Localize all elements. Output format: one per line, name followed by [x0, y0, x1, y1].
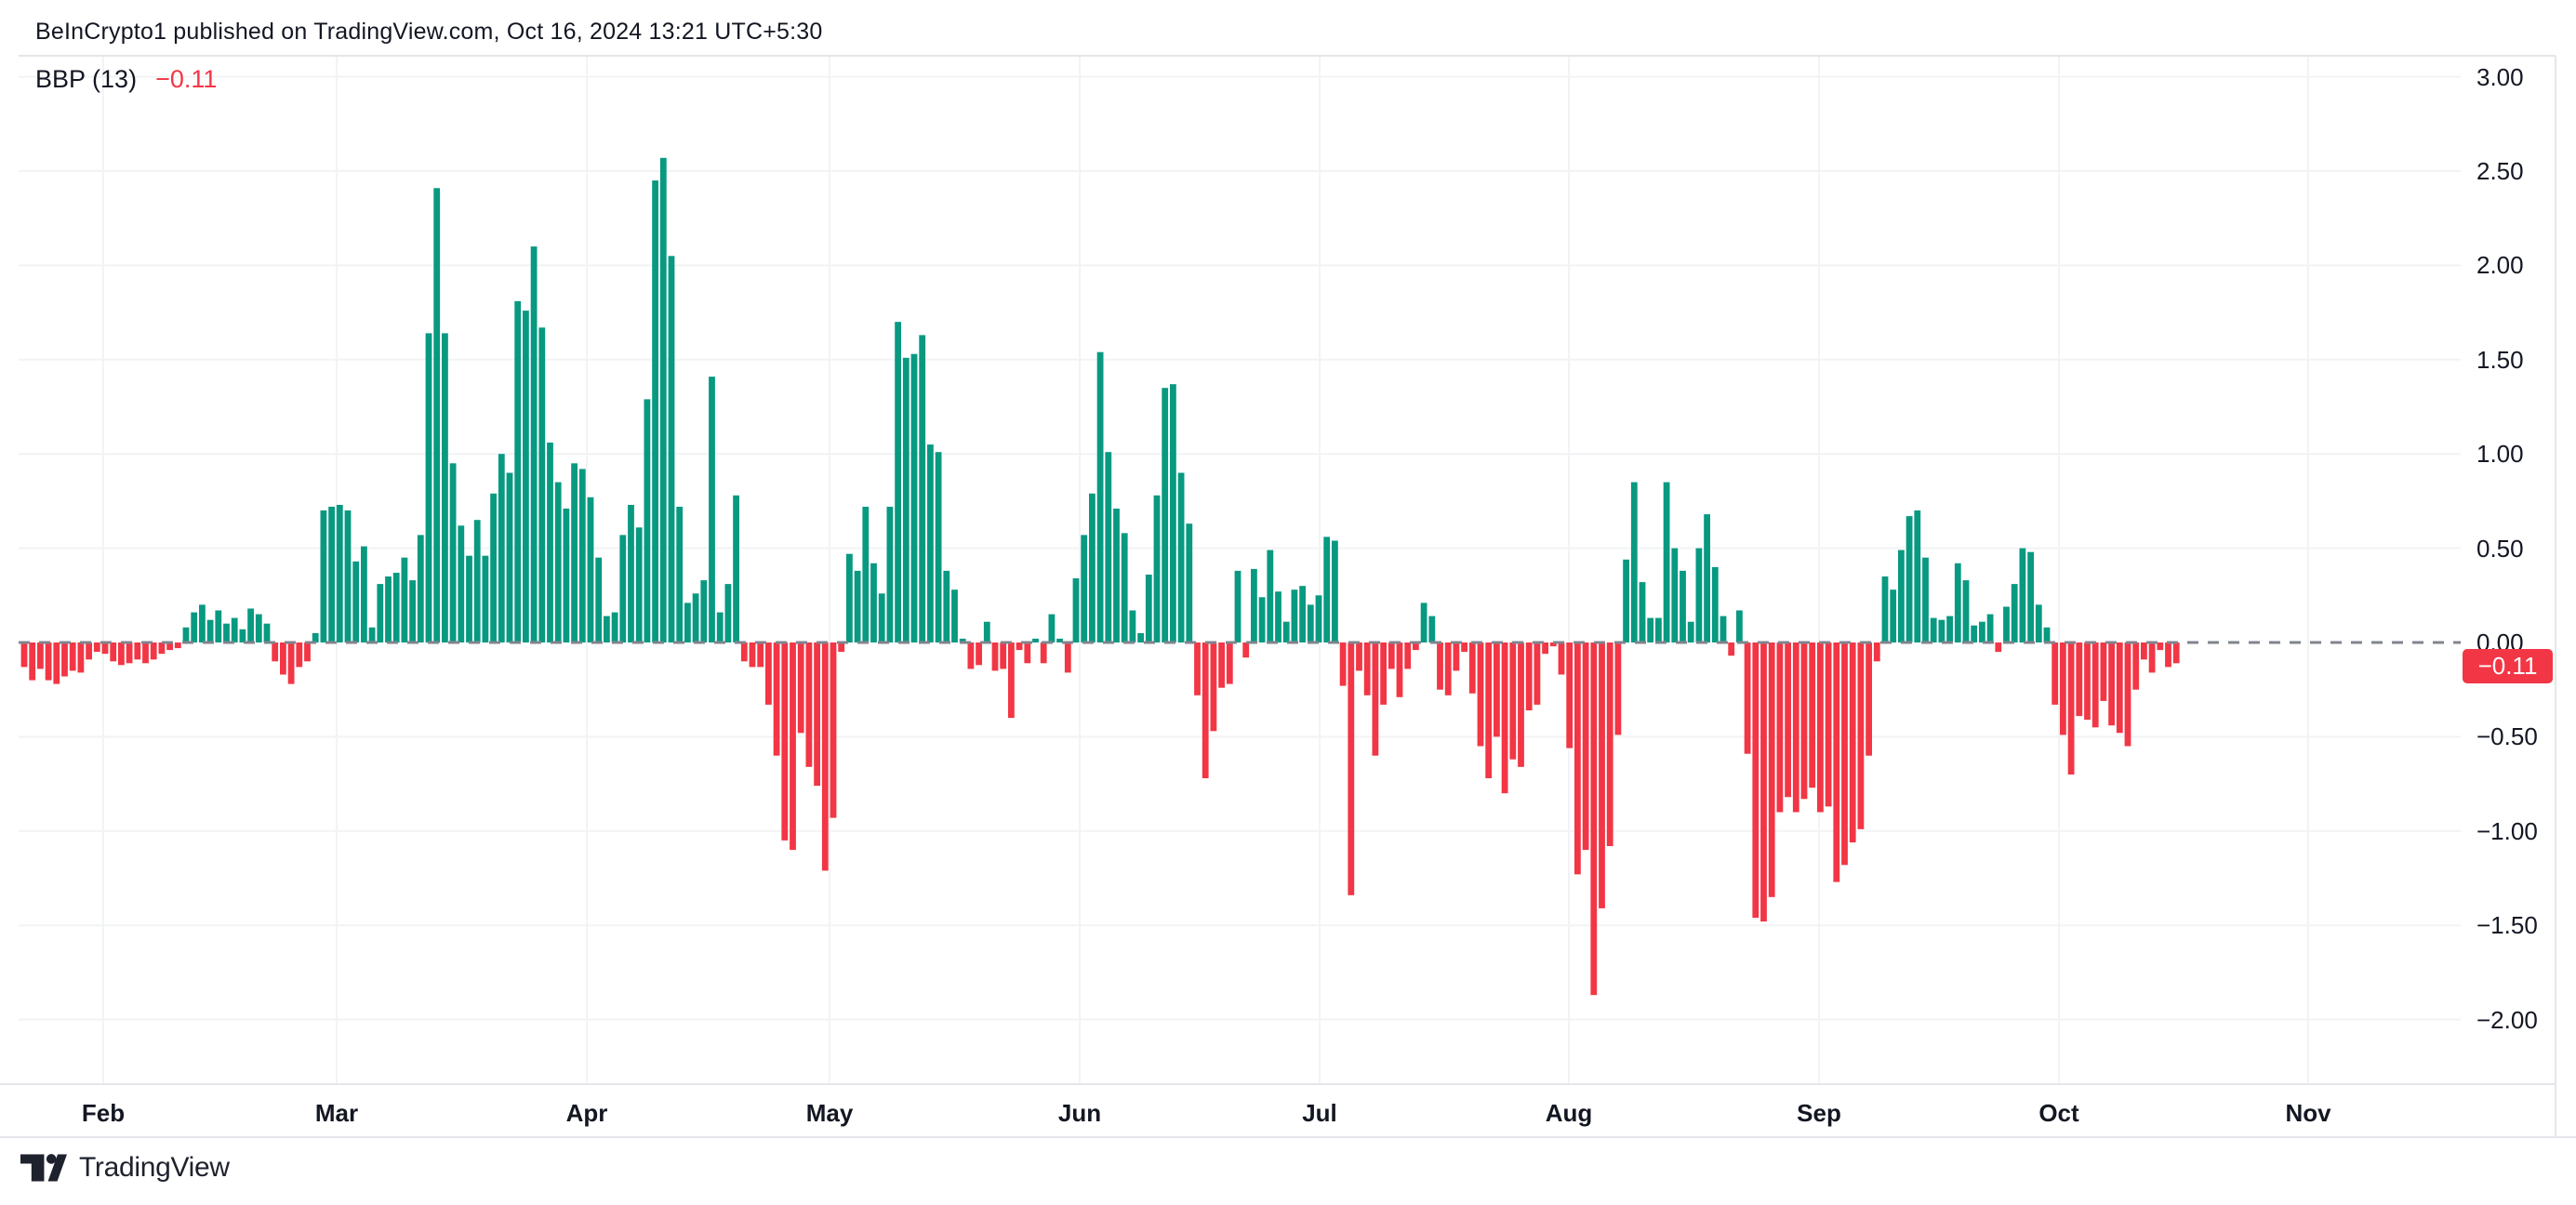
price-tick-label: 0.50: [2476, 534, 2524, 563]
month-label-sep: Sep: [1797, 1099, 1841, 1127]
month-label-mar: Mar: [314, 1099, 359, 1127]
tradingview-brand-link[interactable]: TradingView: [20, 1152, 230, 1184]
chart-plot-area[interactable]: [0, 56, 2463, 1084]
tradingview-brand-text: TradingView: [79, 1152, 230, 1183]
month-label-aug: Aug: [1545, 1099, 1593, 1127]
price-tick-label: −1.50: [2476, 911, 2538, 940]
month-label-jul: Jul: [1302, 1099, 1337, 1127]
indicator-legend[interactable]: BBP (13) −0.11: [35, 65, 217, 94]
indicator-legend-title: BBP (13): [35, 65, 138, 93]
month-label-feb: Feb: [81, 1099, 126, 1127]
last-value-badge: −0.11: [2463, 649, 2553, 683]
price-tick-label: 1.50: [2476, 345, 2524, 374]
price-tick-label: −0.50: [2476, 722, 2538, 751]
month-label-oct: Oct: [2038, 1099, 2079, 1127]
month-label-apr: Apr: [565, 1099, 608, 1127]
pane-borders: [0, 55, 2576, 1138]
publish-attribution-text: BeInCrypto1 published on TradingView.com…: [35, 19, 823, 45]
price-tick-label: 3.00: [2476, 62, 2524, 91]
month-label-nov: Nov: [2285, 1099, 2331, 1127]
bbp-histogram-bars: [20, 157, 2180, 996]
tradingview-logo-icon: [20, 1154, 67, 1182]
vertical-gridlines: [102, 56, 2309, 1084]
price-tick-label: 2.50: [2476, 157, 2524, 185]
price-tick-label: 2.00: [2476, 251, 2524, 280]
indicator-legend-value: −0.11: [155, 65, 218, 93]
month-label-jun: Jun: [1057, 1099, 1102, 1127]
month-label-may: May: [805, 1099, 854, 1127]
time-scale[interactable]: [0, 1084, 2556, 1137]
price-tick-label: −1.00: [2476, 816, 2538, 845]
price-tick-label: 1.00: [2476, 440, 2524, 469]
price-tick-label: −2.00: [2476, 1005, 2538, 1034]
